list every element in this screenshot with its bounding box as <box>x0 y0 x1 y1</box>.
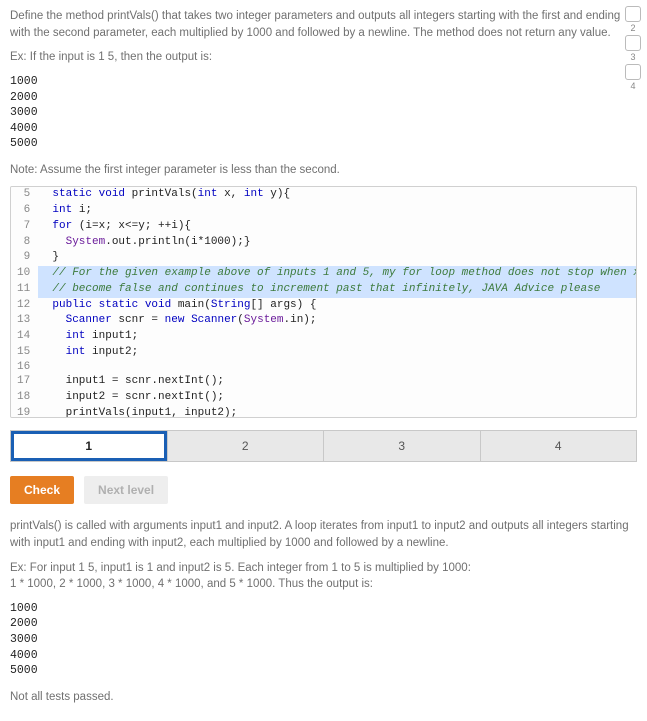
code-line[interactable]: System.out.println(i*1000);} <box>38 235 636 251</box>
code-line[interactable]: input1 = scnr.nextInt(); <box>38 374 636 390</box>
line-number: 18 <box>11 390 38 406</box>
line-number: 10 <box>11 266 38 282</box>
code-line[interactable]: int i; <box>38 203 636 219</box>
code-line[interactable] <box>38 361 636 375</box>
problem-description: Define the method printVals() that takes… <box>10 8 637 41</box>
side-icon[interactable] <box>625 6 641 22</box>
code-line[interactable]: } <box>38 250 636 266</box>
code-line[interactable]: public static void main(String[] args) { <box>38 298 636 314</box>
side-icon-label: 4 <box>630 82 635 91</box>
example-intro: Ex: If the input is 1 5, then the output… <box>10 49 637 66</box>
code-line[interactable]: static void printVals(int x, int y){ <box>38 187 636 203</box>
line-number: 9 <box>11 250 38 266</box>
example-output: 10002000300040005000 <box>10 74 637 152</box>
side-icon-label: 3 <box>630 53 635 62</box>
line-number: 12 <box>11 298 38 314</box>
side-icon-label: 2 <box>630 24 635 33</box>
code-line[interactable]: for (i=x; x<=y; ++i){ <box>38 219 636 235</box>
line-number: 13 <box>11 313 38 329</box>
side-icon[interactable] <box>625 64 641 80</box>
line-number: 17 <box>11 374 38 390</box>
tab-2[interactable]: 2 <box>168 431 325 461</box>
side-icon[interactable] <box>625 35 641 51</box>
line-number: 19 <box>11 406 38 418</box>
problem-note: Note: Assume the first integer parameter… <box>10 162 637 179</box>
next-level-button[interactable]: Next level <box>84 476 168 504</box>
code-line[interactable]: int input2; <box>38 345 636 361</box>
line-number: 6 <box>11 203 38 219</box>
code-line[interactable]: int input1; <box>38 329 636 345</box>
code-line[interactable]: Scanner scnr = new Scanner(System.in); <box>38 313 636 329</box>
right-icon-group: 2 3 4 <box>625 6 641 91</box>
check-button[interactable]: Check <box>10 476 74 504</box>
test-tabs: 1234 <box>10 430 637 462</box>
tab-4[interactable]: 4 <box>481 431 637 461</box>
code-line[interactable]: // become false and continues to increme… <box>38 282 636 298</box>
code-line[interactable]: // For the given example above of inputs… <box>38 266 636 282</box>
line-number: 15 <box>11 345 38 361</box>
explanation-output: 10002000300040005000 <box>10 601 637 679</box>
line-number: 16 <box>11 361 38 375</box>
line-number: 11 <box>11 282 38 298</box>
explanation-para2: Ex: For input 1 5, input1 is 1 and input… <box>10 560 637 593</box>
test-status: Not all tests passed. <box>10 689 637 706</box>
code-line[interactable]: printVals(input1, input2); <box>38 406 636 418</box>
line-number: 7 <box>11 219 38 235</box>
tab-3[interactable]: 3 <box>324 431 481 461</box>
code-line[interactable]: input2 = scnr.nextInt(); <box>38 390 636 406</box>
line-number: 5 <box>11 187 38 203</box>
tab-1[interactable]: 1 <box>11 431 168 461</box>
line-number: 14 <box>11 329 38 345</box>
explanation-para1: printVals() is called with arguments inp… <box>10 518 637 551</box>
line-number: 8 <box>11 235 38 251</box>
code-editor[interactable]: 5 static void printVals(int x, int y){6 … <box>10 186 637 418</box>
